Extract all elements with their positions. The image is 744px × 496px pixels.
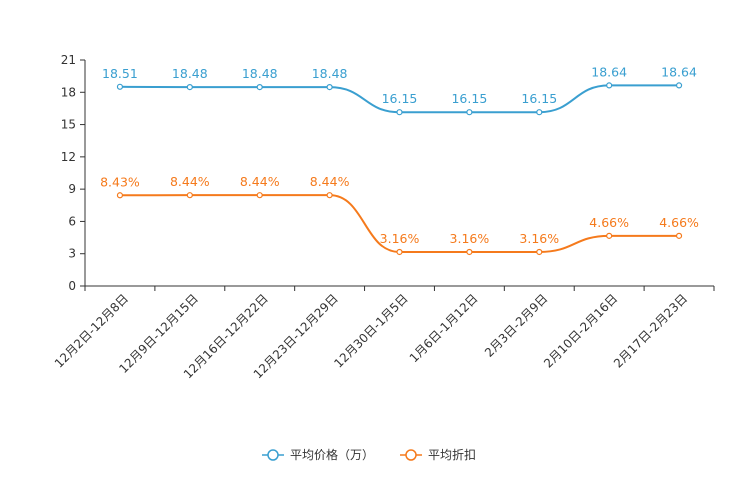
data-point xyxy=(396,109,403,116)
data-point xyxy=(256,84,263,91)
legend-marker-icon xyxy=(405,449,417,461)
x-tick-label: 2月17日-2月23日 xyxy=(611,291,690,370)
legend-item-avg-discount[interactable]: 平均折扣 xyxy=(400,447,476,462)
data-label: 16.15 xyxy=(382,91,418,106)
data-label: 18.48 xyxy=(172,66,208,81)
y-tick-label: 12 xyxy=(61,150,76,164)
data-label: 4.66% xyxy=(659,215,699,230)
data-label: 3.16% xyxy=(380,231,420,246)
data-label: 18.51 xyxy=(102,66,138,81)
data-point xyxy=(116,83,124,90)
data-label: 8.44% xyxy=(240,174,280,189)
legend-label: 平均价格（万） xyxy=(290,447,374,462)
x-tick-label: 2月3日-2月9日 xyxy=(482,291,551,360)
data-point xyxy=(466,109,473,116)
data-point xyxy=(186,84,193,91)
legend-item-avg-price[interactable]: 平均价格（万） xyxy=(262,447,374,462)
y-tick-label: 3 xyxy=(68,247,76,261)
data-label: 8.44% xyxy=(170,174,210,189)
y-tick-label: 0 xyxy=(68,279,76,293)
data-label: 16.15 xyxy=(451,91,487,106)
legend-label: 平均折扣 xyxy=(428,447,476,462)
data-point xyxy=(116,192,124,199)
data-point xyxy=(675,82,683,89)
data-point xyxy=(536,109,543,116)
x-tick-label: 12月2日-12月8日 xyxy=(52,291,131,370)
y-tick-label: 6 xyxy=(68,214,76,228)
y-tick-label: 18 xyxy=(61,85,76,99)
y-tick-label: 15 xyxy=(61,118,76,132)
data-point xyxy=(186,192,193,199)
data-label: 3.16% xyxy=(450,231,490,246)
data-point xyxy=(536,248,543,256)
data-point xyxy=(326,192,333,199)
data-label: 16.15 xyxy=(521,91,557,106)
data-point xyxy=(675,232,683,239)
data-label: 18.48 xyxy=(242,66,278,81)
x-tick-label: 2月10日-2月16日 xyxy=(541,291,620,370)
x-tick-label: 12月30日-1月5日 xyxy=(331,291,410,370)
data-label: 8.44% xyxy=(310,174,350,189)
data-label: 18.48 xyxy=(312,66,348,81)
data-point xyxy=(606,82,613,89)
data-label: 3.16% xyxy=(519,231,559,246)
legend-marker-icon xyxy=(267,449,279,461)
data-label: 18.64 xyxy=(591,64,627,79)
data-point xyxy=(466,248,473,256)
data-point xyxy=(396,248,403,256)
data-label: 8.43% xyxy=(100,174,140,189)
data-label: 4.66% xyxy=(589,215,629,230)
data-point xyxy=(606,232,613,239)
data-point xyxy=(256,192,263,199)
data-label: 18.64 xyxy=(661,64,697,79)
y-tick-label: 21 xyxy=(61,53,76,67)
x-tick-label: 1月6日-1月12日 xyxy=(407,291,481,365)
y-tick-label: 9 xyxy=(68,182,76,196)
data-point xyxy=(326,84,333,91)
